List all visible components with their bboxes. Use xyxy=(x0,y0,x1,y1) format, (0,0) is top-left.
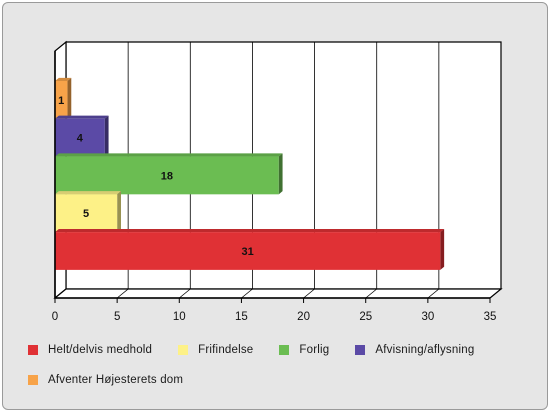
bar-data-label: 4 xyxy=(77,133,84,145)
legend-swatch xyxy=(279,345,290,355)
x-tick-label: 5 xyxy=(114,311,120,323)
bar-top xyxy=(55,228,445,233)
legend-swatch xyxy=(178,345,189,355)
legend-label: Helt/delvis medhold xyxy=(48,344,153,356)
gridline-floor xyxy=(303,288,315,299)
bar-side xyxy=(117,191,121,233)
plot-floor xyxy=(53,288,503,299)
legend-label: Forlig xyxy=(299,344,330,356)
legend-item-frifindelse: Frifindelse xyxy=(178,340,253,360)
bar-data-label: 5 xyxy=(83,208,89,220)
bar-data-label: 1 xyxy=(58,95,64,107)
x-tick-label: 25 xyxy=(359,311,372,323)
bar-top xyxy=(55,77,72,81)
bar xyxy=(55,156,279,195)
bar xyxy=(55,81,68,119)
bar-data-label: 18 xyxy=(161,170,173,182)
bar-side xyxy=(278,153,283,195)
x-tick-label: 35 xyxy=(484,311,497,323)
legend-swatch xyxy=(28,345,38,355)
legend-item-helt-delvis-medhold: Helt/delvis medhold xyxy=(28,340,152,360)
gridline-floor xyxy=(116,288,129,299)
bar xyxy=(55,194,118,233)
legend-label: Afvisning/aflysning xyxy=(375,344,475,356)
gridline-floor xyxy=(489,288,502,299)
legend-label: Afventer Højesterets dom xyxy=(48,374,184,386)
gridline-floor xyxy=(179,288,191,299)
legend-label: Frifindelse xyxy=(198,344,254,356)
legend-swatch xyxy=(28,375,38,385)
legend-item-forlig: Forlig xyxy=(279,340,329,360)
bar-side xyxy=(440,228,445,270)
x-tick-label: 20 xyxy=(297,311,310,323)
bar-data-label: 31 xyxy=(242,246,254,258)
bar-top xyxy=(55,153,283,157)
gridline-floor xyxy=(241,288,253,299)
x-tick-label: 15 xyxy=(235,311,248,323)
gridline-floor xyxy=(365,288,377,299)
bar-top xyxy=(55,191,121,195)
bar xyxy=(55,118,105,157)
bar xyxy=(55,232,441,270)
bar-side xyxy=(67,77,72,119)
legend-item-afventer-hojesterets-dom: Afventer Højesterets dom xyxy=(28,370,183,390)
legend-swatch xyxy=(355,345,366,355)
x-tick-label: 10 xyxy=(173,311,186,323)
x-tick-label: 30 xyxy=(421,311,434,323)
x-tick-label: 0 xyxy=(52,311,58,323)
bar-top xyxy=(55,115,109,119)
bar-side xyxy=(104,115,109,157)
gridline-floor xyxy=(427,288,440,299)
legend-item-afvisning-aflysning: Afvisning/aflysning xyxy=(355,340,474,360)
chart-legend: Helt/delvis medhold Frifindelse Forlig A… xyxy=(28,340,548,390)
